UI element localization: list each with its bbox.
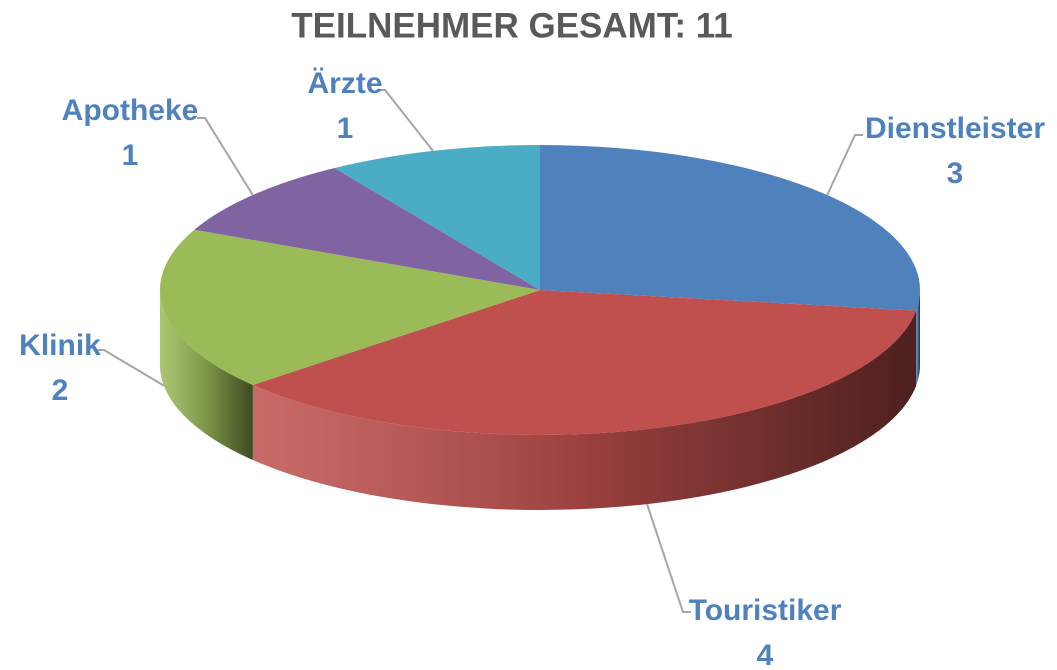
leader-line — [646, 503, 691, 613]
data-label-name: Ärzte — [307, 67, 382, 100]
data-label-name: Apotheke — [62, 94, 199, 127]
data-label-value: 2 — [52, 374, 69, 407]
pie-slice — [160, 229, 541, 385]
data-label-name: Klinik — [19, 329, 101, 362]
pie-slice — [194, 168, 540, 290]
pie-side-shade — [252, 310, 917, 511]
data-label-value: 1 — [122, 139, 139, 172]
leader-line — [826, 134, 863, 196]
leader-line — [197, 117, 254, 196]
chart-title: TEILNEHMER GESAMT: 11 — [291, 6, 732, 45]
pie-slice — [252, 290, 917, 435]
data-label-value: 1 — [337, 112, 354, 145]
leader-line — [377, 89, 434, 152]
data-label-value: 3 — [947, 157, 964, 190]
pie-side-shade — [916, 290, 920, 386]
data-label-value: 4 — [757, 639, 774, 670]
pie-side-shade — [160, 290, 253, 460]
data-label-name: Touristiker — [689, 594, 842, 627]
data-label-name: Dienstleister — [865, 112, 1045, 145]
pie-slice — [334, 145, 540, 290]
pie-slice — [540, 145, 920, 311]
leader-line — [96, 349, 165, 387]
